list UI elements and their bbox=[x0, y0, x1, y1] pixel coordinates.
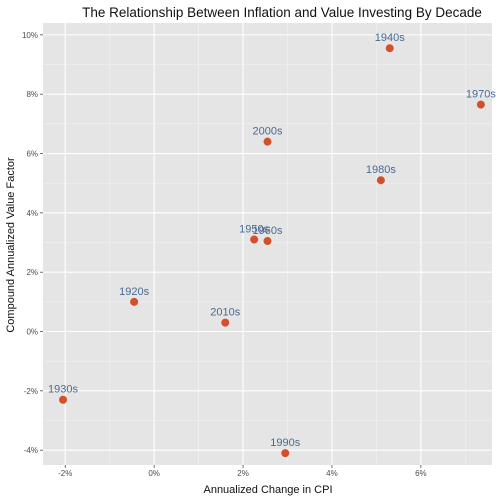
x-tick-label: 4% bbox=[326, 469, 338, 478]
x-axis-ticks: -2% 0% 2% 4% 6% bbox=[58, 465, 427, 478]
data-point-1930s bbox=[59, 395, 68, 404]
data-point-1990s bbox=[281, 449, 290, 458]
y-tick-label: 0% bbox=[26, 328, 38, 337]
y-axis-ticks: -4% -2% 0% 2% 4% 6% 8% 10% bbox=[22, 31, 43, 455]
data-point-1950s bbox=[250, 235, 259, 244]
data-label-1920s: 1920s bbox=[119, 286, 149, 298]
y-tick-label: -4% bbox=[24, 446, 38, 455]
data-label-1980s: 1980s bbox=[366, 164, 396, 176]
data-point-2010s bbox=[221, 318, 230, 327]
data-label-1940s: 1940s bbox=[375, 32, 405, 44]
data-point-1960s bbox=[263, 237, 272, 246]
data-point-1980s bbox=[376, 176, 385, 185]
data-label-2010s: 2010s bbox=[210, 307, 240, 319]
y-tick-label: 6% bbox=[26, 150, 38, 159]
y-tick-label: 8% bbox=[26, 90, 38, 99]
x-tick-label: 2% bbox=[237, 469, 249, 478]
data-label-2000s: 2000s bbox=[253, 126, 283, 138]
y-tick-label: 2% bbox=[26, 268, 38, 277]
data-point-2000s bbox=[263, 137, 272, 146]
x-tick-label: 6% bbox=[415, 469, 427, 478]
data-label-1930s: 1930s bbox=[48, 384, 78, 396]
y-tick-label: 4% bbox=[26, 209, 38, 218]
data-label-1960s: 1960s bbox=[253, 225, 283, 237]
chart-title: The Relationship Between Inflation and V… bbox=[82, 5, 482, 20]
x-tick-label: -2% bbox=[58, 469, 72, 478]
data-points bbox=[59, 44, 485, 458]
major-gridlines bbox=[43, 23, 492, 465]
y-tick-label: 10% bbox=[22, 31, 38, 40]
data-label-1990s: 1990s bbox=[270, 437, 300, 449]
data-label-1950s: 1950s bbox=[239, 224, 269, 236]
y-tick-label: -2% bbox=[24, 387, 38, 396]
data-point-1920s bbox=[130, 297, 139, 306]
data-point-1970s bbox=[476, 100, 485, 109]
data-label-1970s: 1970s bbox=[466, 89, 496, 101]
data-point-1940s bbox=[385, 44, 394, 53]
x-tick-label: 0% bbox=[148, 469, 160, 478]
minor-gridlines bbox=[43, 23, 492, 465]
x-axis-title: Annualized Change in CPI bbox=[203, 484, 332, 496]
y-axis-title: Compound Annualized Value Factor bbox=[5, 157, 17, 333]
